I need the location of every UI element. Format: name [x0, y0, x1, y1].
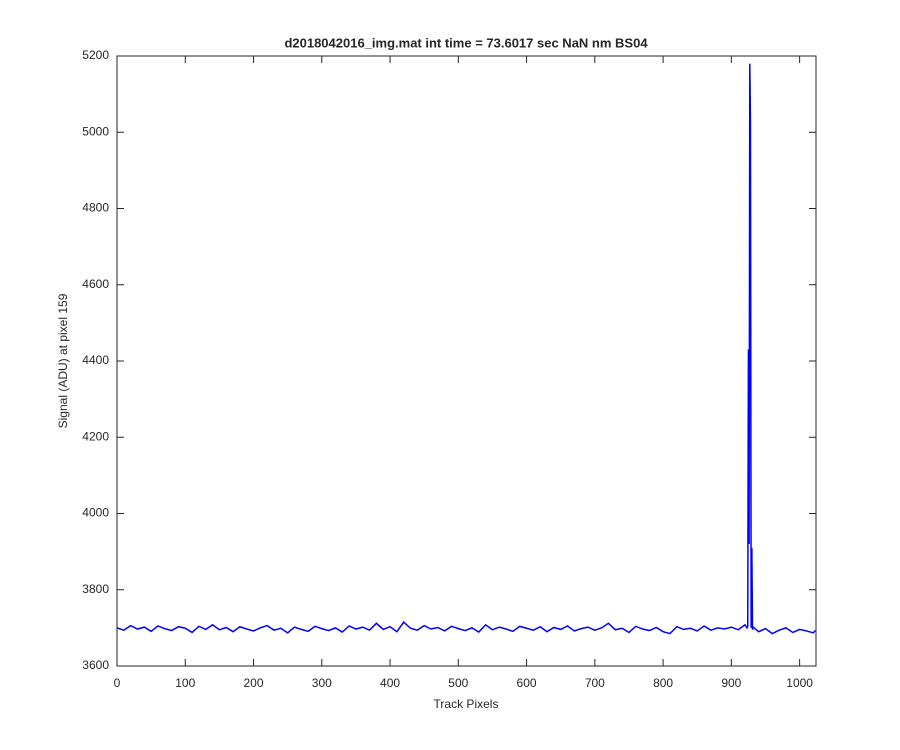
x-tick-label: 500 [448, 676, 468, 690]
x-tick-label: 300 [312, 676, 332, 690]
x-tick-label: 100 [175, 676, 195, 690]
axes-box [116, 55, 817, 667]
x-tick-label: 0 [114, 676, 121, 690]
y-tick-label: 5200 [82, 48, 109, 62]
y-tick-label: 4400 [82, 353, 109, 367]
y-tick-label: 5000 [82, 124, 109, 138]
x-axis-label: Track Pixels [434, 697, 499, 711]
chart-title: d2018042016_img.mat int time = 73.6017 s… [284, 35, 648, 50]
y-tick-label: 4800 [82, 201, 109, 215]
y-tick-label: 4000 [82, 506, 109, 520]
x-tick-label: 1000 [786, 676, 813, 690]
y-axis-label: Signal (ADU) at pixel 159 [56, 293, 70, 428]
y-tick-label: 3600 [82, 658, 109, 672]
y-tick-label: 3800 [82, 582, 109, 596]
x-tick-label: 900 [721, 676, 741, 690]
y-tick-label: 4600 [82, 277, 109, 291]
x-tick-label: 800 [653, 676, 673, 690]
x-tick-label: 400 [380, 676, 400, 690]
x-tick-label: 200 [244, 676, 264, 690]
y-tick-label: 4200 [82, 429, 109, 443]
x-tick-label: 700 [585, 676, 605, 690]
x-tick-label: 600 [517, 676, 537, 690]
data-line [116, 63, 816, 635]
